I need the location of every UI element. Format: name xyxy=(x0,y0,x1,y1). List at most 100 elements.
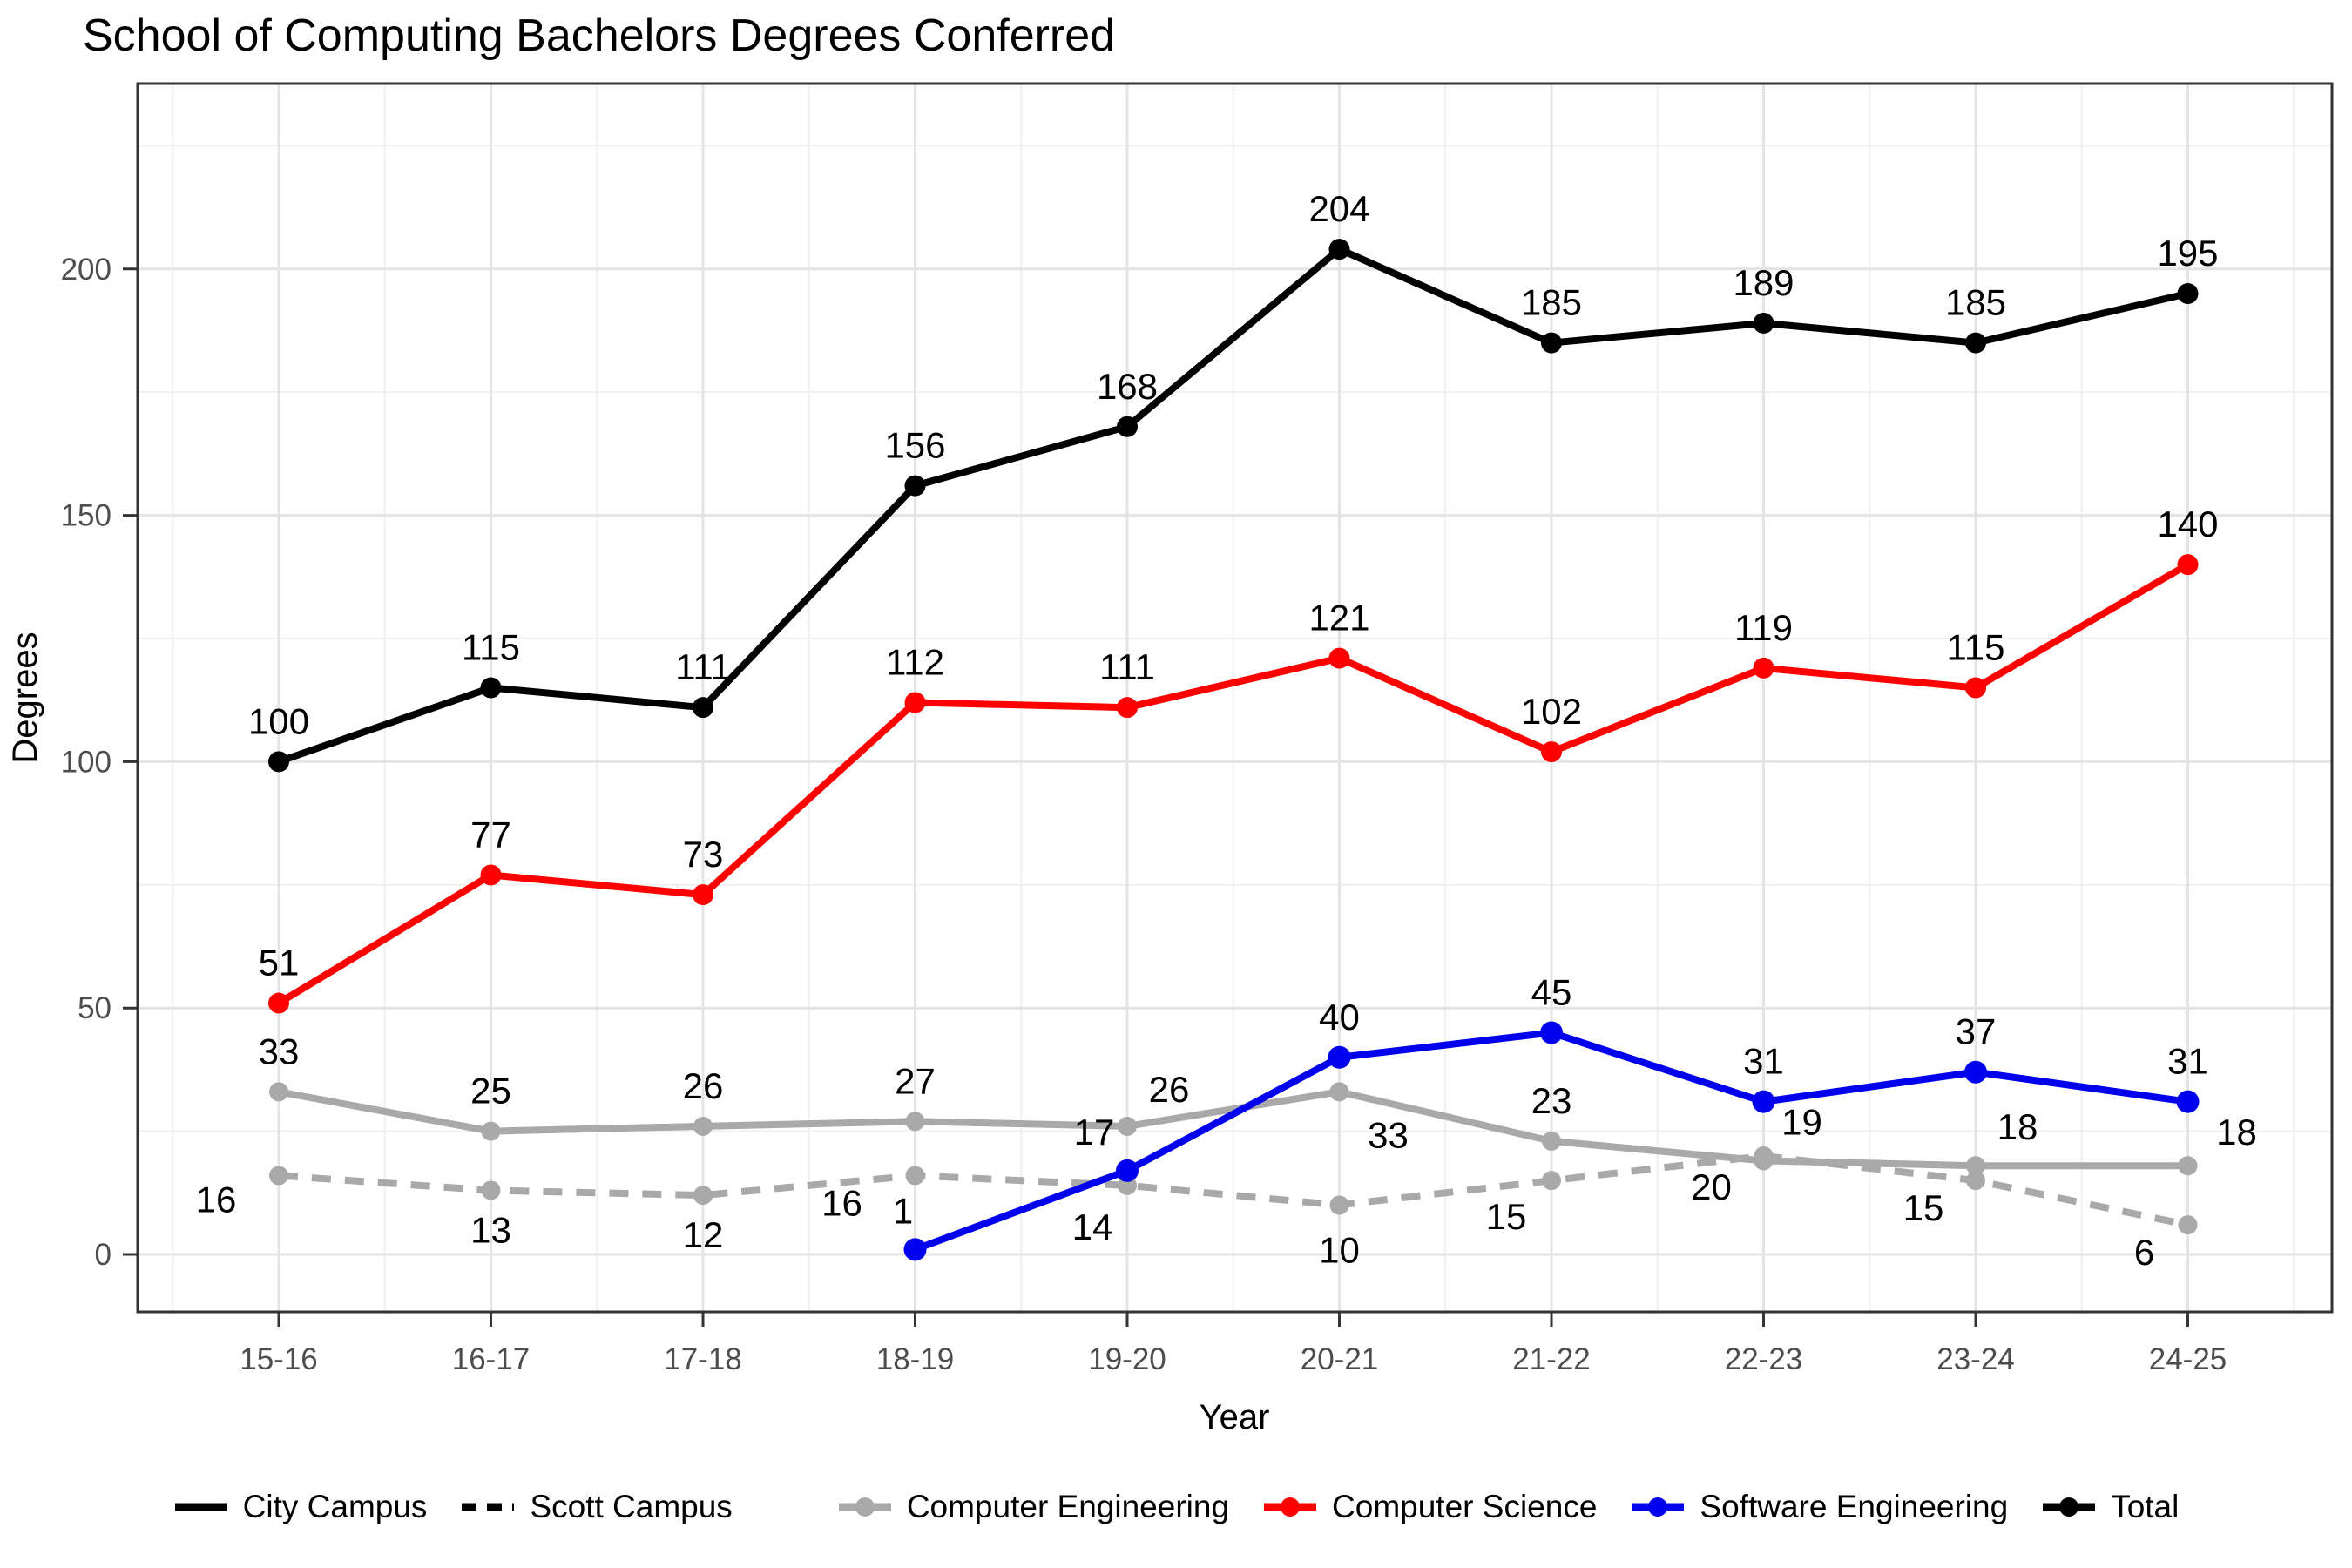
data-label-computer-engineering: 25 xyxy=(470,1071,511,1112)
data-point-computer-engineering-scott-campus xyxy=(693,1186,713,1206)
chart-legend: City Campus Scott Campus Computer Engineer… xyxy=(0,1446,2352,1568)
data-label-total: 168 xyxy=(1097,366,1158,407)
data-label-computer-engineering: 18 xyxy=(1997,1106,2038,1147)
data-label-software-engineering: 40 xyxy=(1319,997,1360,1037)
data-point-software-engineering xyxy=(1964,1060,1987,1084)
data-point-computer-science xyxy=(1965,677,1986,699)
y-tick-label: 0 xyxy=(95,1238,112,1272)
series-line-computer-engineering xyxy=(278,1088,2188,1170)
data-point-software-engineering xyxy=(903,1238,927,1261)
data-label-software-engineering: 37 xyxy=(1956,1011,1997,1052)
data-point-computer-science xyxy=(1117,697,1138,719)
series-line-computer-science xyxy=(276,561,2190,1006)
data-label-computer-engineering: 26 xyxy=(683,1065,724,1106)
data-point-total xyxy=(1965,332,1986,354)
legend-group-color: Computer Engineering Computer Science Soft… xyxy=(837,1489,2179,1525)
data-label-computer-engineering: 23 xyxy=(1531,1080,1572,1121)
data-point-computer-engineering-scott-campus xyxy=(481,1180,501,1200)
data-label-computer-engineering: 27 xyxy=(895,1060,936,1101)
data-point-computer-engineering xyxy=(269,1082,288,1102)
data-label-computer-engineering-scott-campus: 15 xyxy=(1486,1196,1527,1237)
data-label-software-engineering: 31 xyxy=(1743,1041,1784,1082)
data-point-total xyxy=(480,677,502,699)
data-point-computer-engineering xyxy=(2178,1156,2198,1176)
data-label-computer-engineering-scott-campus: 14 xyxy=(1072,1206,1113,1247)
data-point-total xyxy=(268,751,289,773)
data-point-computer-engineering-scott-campus xyxy=(2178,1215,2198,1235)
data-label-software-engineering: 17 xyxy=(1074,1112,1115,1152)
data-point-total xyxy=(693,697,713,719)
data-point-computer-science xyxy=(480,864,502,886)
x-tick-label: 15-16 xyxy=(240,1342,318,1376)
data-label-total: 100 xyxy=(248,700,309,741)
legend-label-computer-engineering: Computer Engineering xyxy=(906,1489,1230,1524)
legend-label-computer-science: Computer Science xyxy=(1332,1489,1598,1524)
data-label-computer-engineering: 26 xyxy=(1149,1069,1190,1110)
data-label-total: 189 xyxy=(1733,262,1794,303)
x-tick-label: 22-23 xyxy=(1725,1342,1803,1376)
data-label-computer-science: 119 xyxy=(1734,607,1793,648)
y-tick-label: 100 xyxy=(61,745,112,779)
data-label-computer-science: 73 xyxy=(683,834,724,875)
data-label-computer-engineering: 33 xyxy=(1368,1114,1409,1155)
data-point-computer-engineering xyxy=(1329,1082,1349,1102)
data-label-computer-science: 115 xyxy=(1947,627,2005,668)
data-point-computer-engineering-scott-campus xyxy=(1754,1146,1774,1166)
data-point-software-engineering xyxy=(1116,1159,1139,1182)
data-point-computer-engineering-scott-campus xyxy=(269,1166,288,1186)
data-point-total xyxy=(1753,312,1774,334)
panel-border xyxy=(136,82,2334,1314)
legend-key-city-campus xyxy=(174,1503,227,1511)
data-label-computer-engineering-scott-campus: 15 xyxy=(1903,1187,1944,1228)
data-point-computer-science xyxy=(904,692,926,713)
data-point-computer-engineering xyxy=(1118,1116,1137,1136)
y-axis-title: Degrees xyxy=(6,632,44,763)
data-label-computer-science: 140 xyxy=(2157,504,2218,544)
data-label-computer-science: 77 xyxy=(470,814,511,855)
data-point-computer-science xyxy=(693,884,713,906)
data-point-total xyxy=(1117,416,1138,437)
data-label-total: 185 xyxy=(1521,282,1582,323)
data-label-computer-science: 111 xyxy=(1099,646,1155,687)
data-point-total xyxy=(1541,332,1562,354)
data-label-computer-engineering: 33 xyxy=(259,1031,300,1071)
legend-label-software-engineering: Software Engineering xyxy=(1700,1489,2009,1524)
data-label-total: 185 xyxy=(1945,282,2006,323)
x-tick-label: 16-17 xyxy=(452,1342,531,1376)
data-point-computer-science xyxy=(1328,647,1350,669)
data-label-computer-engineering-scott-campus: 10 xyxy=(1319,1229,1360,1270)
data-label-computer-engineering-scott-campus: 13 xyxy=(470,1209,511,1250)
data-point-software-engineering xyxy=(2176,1090,2200,1113)
chart-title: School of Computing Bachelors Degrees Co… xyxy=(83,10,1115,61)
data-point-computer-engineering-scott-campus xyxy=(1329,1195,1349,1215)
line-chart-canvas: School of Computing Bachelors Degrees Co… xyxy=(6,10,2334,1436)
x-axis-title: Year xyxy=(1200,1398,1270,1436)
legend-item-computer-engineering: Computer Engineering xyxy=(837,1489,1229,1525)
data-point-computer-science xyxy=(2177,554,2199,576)
data-point-total xyxy=(1328,239,1350,260)
series-line-total xyxy=(277,245,2189,766)
data-label-software-engineering: 1 xyxy=(893,1190,913,1231)
series-line-computer-engineering-scott-campus xyxy=(278,1152,2189,1229)
legend-item-computer-science: Computer Science xyxy=(1262,1489,1597,1525)
data-label-computer-engineering: 19 xyxy=(1781,1102,1822,1143)
data-point-computer-engineering-scott-campus xyxy=(1966,1171,1985,1191)
data-label-computer-engineering-scott-campus: 12 xyxy=(683,1214,724,1255)
legend-item-software-engineering: Software Engineering xyxy=(1630,1489,2008,1525)
data-label-total: 115 xyxy=(462,627,520,668)
data-point-computer-science xyxy=(268,992,289,1014)
data-point-total xyxy=(2177,283,2199,305)
x-tick-label: 24-25 xyxy=(2149,1342,2227,1376)
data-point-software-engineering xyxy=(1540,1021,1563,1044)
data-label-computer-engineering-scott-campus: 16 xyxy=(196,1179,237,1220)
data-label-computer-engineering-scott-campus: 6 xyxy=(2134,1232,2154,1273)
data-label-computer-science: 51 xyxy=(259,943,300,983)
data-point-software-engineering xyxy=(1328,1045,1351,1069)
data-point-computer-engineering-scott-campus xyxy=(1542,1171,1561,1191)
legend-item-scott-campus: Scott Campus xyxy=(460,1489,733,1525)
data-label-software-engineering: 31 xyxy=(2167,1041,2208,1082)
data-label-total: 204 xyxy=(1308,188,1369,229)
legend-key-computer-science xyxy=(1264,1497,1317,1517)
data-label-computer-engineering-scott-campus: 20 xyxy=(1691,1166,1732,1207)
